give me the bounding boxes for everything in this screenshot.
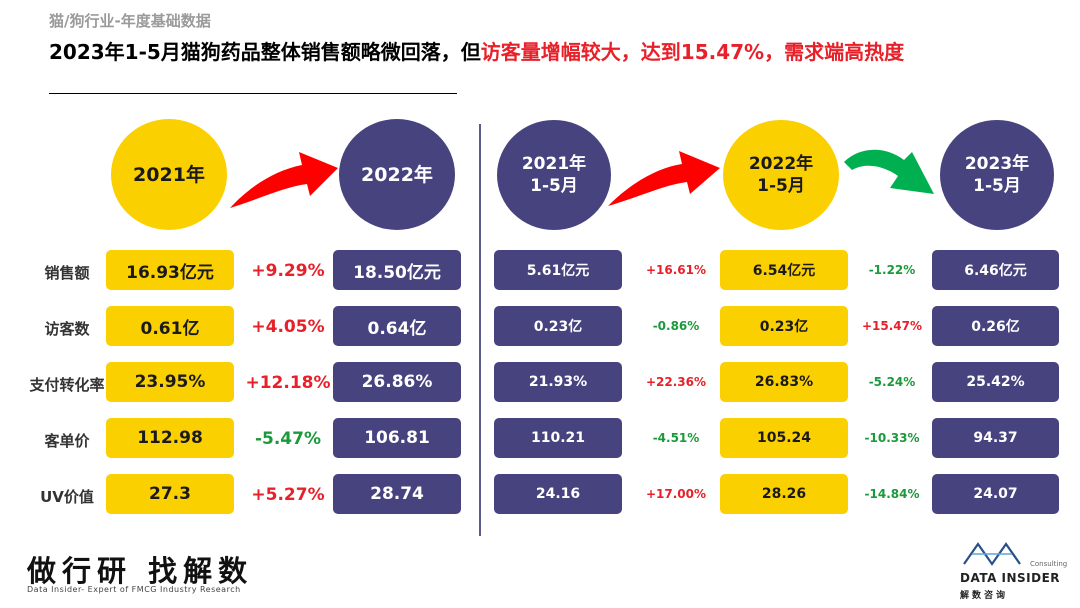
ytd-2021-value: 24.16: [494, 474, 622, 514]
ytd-change-b: -1.22%: [868, 263, 916, 277]
ytd-2023-value: 0.26亿: [932, 306, 1059, 346]
annual-2022-value: 0.64亿: [333, 306, 461, 346]
row-label: 客单价: [44, 432, 90, 450]
ytd-change-a: +17.00%: [645, 487, 707, 501]
logo-chinese-name: 解数咨询: [960, 591, 1009, 601]
ytd-2022-value: 28.26: [720, 474, 848, 514]
ytd-change-b: -14.84%: [864, 487, 920, 501]
annual-change: +9.29%: [251, 261, 325, 281]
red-arrow-icon: [230, 152, 338, 208]
annual-2022-value: 18.50亿元: [333, 250, 461, 290]
annual-change: +4.05%: [251, 317, 325, 337]
page-subtitle: 猫/狗行业-年度基础数据: [49, 12, 211, 30]
annual-2022-value: 106.81: [333, 418, 461, 458]
circle-2022-ytd: 2022年 1-5月: [723, 120, 839, 230]
ytd-2021-value: 110.21: [494, 418, 622, 458]
circle-2021-ytd: 2021年 1-5月: [497, 120, 611, 230]
annual-2021-value: 23.95%: [106, 362, 234, 402]
data-insider-logo-icon: [963, 542, 1021, 566]
annual-change: +12.18%: [245, 373, 331, 393]
row-label: 销售额: [44, 264, 90, 282]
green-arrow-icon: [844, 149, 934, 194]
ytd-2023-value: 94.37: [932, 418, 1059, 458]
ytd-change-a: -4.51%: [652, 431, 700, 445]
slogan-subtitle: Data Insider- Expert of FMCG Industry Re…: [27, 585, 241, 594]
annual-2021-value: 16.93亿元: [106, 250, 234, 290]
ytd-2021-value: 5.61亿元: [494, 250, 622, 290]
ytd-2022-value: 0.23亿: [720, 306, 848, 346]
ytd-2022-value: 6.54亿元: [720, 250, 848, 290]
annual-2021-value: 112.98: [106, 418, 234, 458]
circle-2021: 2021年: [111, 119, 227, 230]
section-divider: [479, 124, 481, 536]
row-label: 支付转化率: [29, 376, 105, 394]
title-main: 2023年1-5月猫狗药品整体销售额略微回落，但: [49, 40, 481, 64]
ytd-2023-value: 25.42%: [932, 362, 1059, 402]
row-label: UV价值: [40, 488, 94, 506]
ytd-change-b: +15.47%: [861, 319, 923, 333]
annual-2021-value: 27.3: [106, 474, 234, 514]
ytd-2022-value: 26.83%: [720, 362, 848, 402]
ytd-2021-value: 0.23亿: [494, 306, 622, 346]
ytd-change-b: -10.33%: [864, 431, 920, 445]
red-arrow-icon: [608, 151, 720, 206]
ytd-2021-value: 21.93%: [494, 362, 622, 402]
circle-2022: 2022年: [339, 119, 455, 230]
ytd-2023-value: 6.46亿元: [932, 250, 1059, 290]
title-underline: [49, 93, 457, 94]
ytd-change-b: -5.24%: [868, 375, 916, 389]
annual-2021-value: 0.61亿: [106, 306, 234, 346]
ytd-change-a: +16.61%: [645, 263, 707, 277]
logo-name: DATA INSIDER: [960, 571, 1061, 585]
ytd-change-a: +22.36%: [645, 375, 707, 389]
annual-change: +5.27%: [251, 485, 325, 505]
ytd-2023-value: 24.07: [932, 474, 1059, 514]
circle-2023-ytd: 2023年 1-5月: [940, 120, 1054, 230]
ytd-change-a: -0.86%: [652, 319, 700, 333]
annual-2022-value: 26.86%: [333, 362, 461, 402]
page-title: 2023年1-5月猫狗药品整体销售额略微回落，但访客量增幅较大，达到15.47%…: [49, 36, 904, 65]
logo-consulting: Consulting: [1030, 560, 1068, 568]
annual-2022-value: 28.74: [333, 474, 461, 514]
row-label: 访客数: [44, 320, 90, 338]
annual-change: -5.47%: [254, 429, 322, 449]
ytd-2022-value: 105.24: [720, 418, 848, 458]
title-highlight: 访客量增幅较大，达到15.47%，需求端高热度: [480, 40, 905, 64]
slogan: 做行研 找解数: [27, 554, 254, 588]
